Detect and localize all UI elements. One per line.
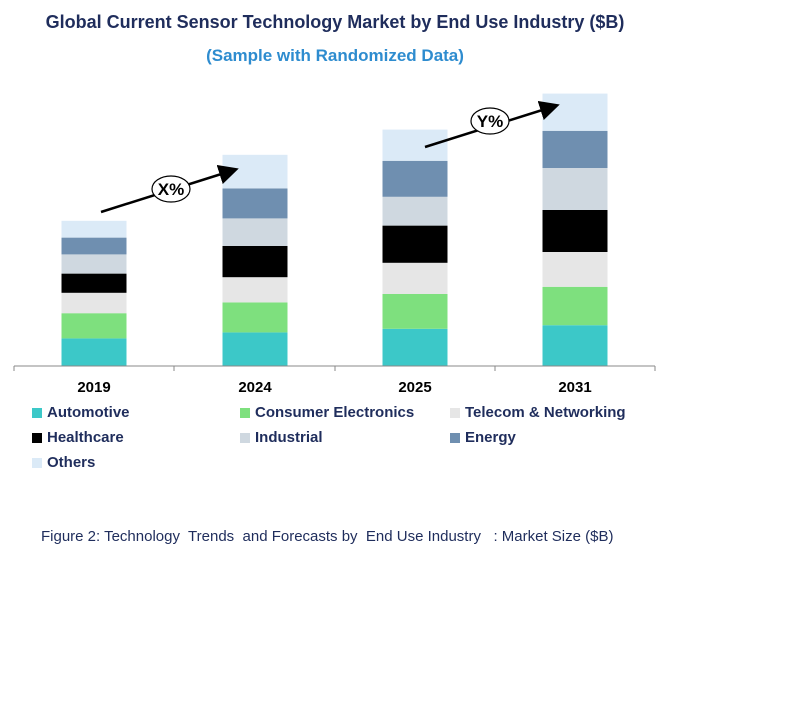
- bar-segment-2031-telecom-networking: [542, 252, 608, 287]
- legend-swatch: [450, 432, 460, 443]
- bar-segment-2031-others: [542, 93, 608, 131]
- legend-label: Automotive: [47, 404, 130, 421]
- legend-label: Others: [47, 454, 96, 471]
- bar-segment-2019-automotive: [61, 338, 127, 366]
- x-tick-label: 2024: [238, 379, 272, 396]
- x-tick-label: 2019: [77, 379, 110, 396]
- legend-item-automotive: Automotive: [32, 404, 130, 421]
- legend-swatch: [32, 457, 42, 468]
- chart-subtitle: (Sample with Randomized Data): [206, 46, 464, 65]
- bar-segment-2024-energy: [222, 188, 288, 219]
- legend-item-healthcare: Healthcare: [32, 429, 124, 446]
- legend-swatch: [450, 407, 460, 418]
- bar-segment-2019-energy: [61, 237, 127, 255]
- legend-swatch: [240, 432, 250, 443]
- figure-caption: Figure 2: Technology Trends and Forecast…: [41, 528, 614, 545]
- legend-label: Telecom & Networking: [465, 404, 626, 421]
- legend-label: Energy: [465, 429, 516, 446]
- chart-title: Global Current Sensor Technology Market …: [45, 12, 625, 32]
- legend-item-energy: Energy: [450, 429, 516, 446]
- bar-segment-2025-healthcare: [382, 225, 448, 263]
- growth-label: Y%: [477, 112, 503, 131]
- legend-swatch: [240, 407, 250, 418]
- bar-segment-2019-consumer-electronics: [61, 313, 127, 339]
- growth-label-bubble: [151, 175, 191, 203]
- bar-segment-2031-consumer-electronics: [542, 286, 608, 326]
- legend-swatch: [32, 407, 42, 418]
- legend-item-consumer-electronics: Consumer Electronics: [240, 404, 414, 421]
- bar-segment-2019-others: [61, 220, 127, 238]
- bar-segment-2031-industrial: [542, 168, 608, 210]
- legend-label: Consumer Electronics: [255, 404, 415, 421]
- growth-label: X%: [158, 180, 184, 199]
- bar-segment-2031-automotive: [542, 325, 608, 366]
- bar-segment-2024-telecom-networking: [222, 277, 288, 303]
- bar-segment-2025-telecom-networking: [382, 262, 448, 294]
- bar-segment-2019-telecom-networking: [61, 292, 127, 314]
- bar-segment-2025-automotive: [382, 328, 448, 366]
- bar-segment-2025-others: [382, 129, 448, 161]
- legend-item-others: Others: [32, 454, 95, 471]
- bar-segment-2031-energy: [542, 130, 608, 168]
- legend-item-telecom-networking: Telecom & Networking: [450, 404, 626, 421]
- legend-label: Industrial: [255, 429, 323, 446]
- legend-label: Healthcare: [47, 429, 124, 446]
- bar-segment-2019-industrial: [61, 254, 127, 274]
- bar-segment-2025-industrial: [382, 196, 448, 226]
- bar-segment-2024-industrial: [222, 218, 288, 246]
- bar-segment-2031-healthcare: [542, 210, 608, 252]
- bar-segment-2024-healthcare: [222, 246, 288, 278]
- x-tick-label: 2031: [558, 379, 591, 396]
- x-tick-label: 2025: [398, 379, 431, 396]
- bar-segment-2019-healthcare: [61, 273, 127, 293]
- bar-segment-2024-consumer-electronics: [222, 302, 288, 333]
- bar-segment-2025-consumer-electronics: [382, 294, 448, 329]
- legend-swatch: [32, 432, 42, 443]
- bar-segment-2025-energy: [382, 160, 448, 197]
- legend-item-industrial: Industrial: [240, 429, 323, 446]
- bar-segment-2024-automotive: [222, 332, 288, 366]
- growth-label-bubble: [470, 107, 510, 135]
